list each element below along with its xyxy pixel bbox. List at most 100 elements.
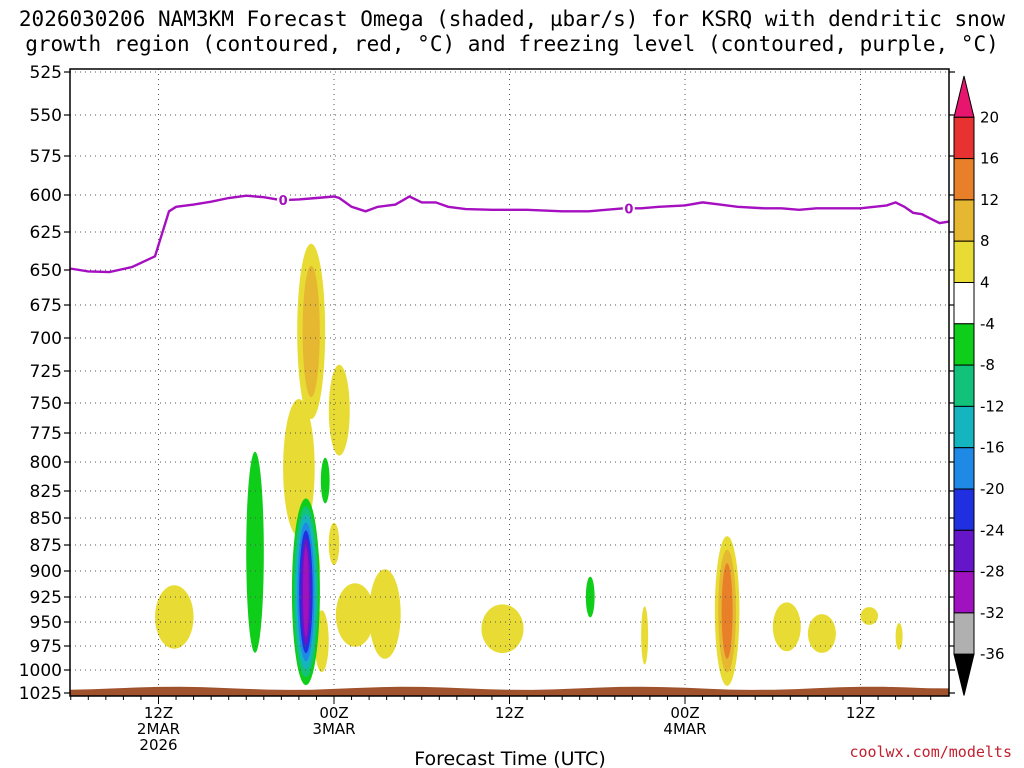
x-tick-label: 12Z: [144, 704, 173, 722]
freezing-level-label: 0: [279, 194, 288, 209]
x-tick-label: 4MAR: [663, 720, 706, 738]
omega-contour-4: [772, 602, 801, 652]
omega-contour-4: [860, 607, 879, 625]
y-tick-label: 575: [30, 147, 62, 167]
colorbar-segment: [953, 529, 975, 573]
omega-feature-up: [328, 522, 340, 566]
omega-contour-4: [328, 364, 350, 456]
colorbar-label: -4: [980, 315, 995, 333]
colorbar-segment: [953, 364, 975, 407]
y-tick-label: 975: [30, 637, 62, 657]
y-tick-label: 550: [30, 106, 62, 126]
y-tick-label: 675: [30, 296, 62, 316]
colorbar-segment: [953, 75, 975, 118]
y-tick-label: 1000: [19, 661, 62, 681]
x-tick-label: 12Z: [495, 704, 524, 722]
y-tick-label: 925: [30, 588, 62, 608]
colorbar-label: 20: [980, 108, 999, 126]
omega-feature-up: [481, 604, 524, 654]
omega-feature-up: [641, 606, 649, 665]
colorbar-segment: [953, 199, 975, 242]
omega-feature-down: [320, 457, 330, 504]
colorbar-segment: [953, 158, 975, 201]
colorbar-segment: [953, 116, 975, 160]
omega-shading-layer: [154, 243, 903, 686]
freezing-level-label-bg: [622, 200, 635, 217]
omega-feature-up: [328, 364, 350, 456]
y-tick-label: 1025: [19, 684, 62, 704]
colorbar-label: -12: [980, 397, 1005, 415]
colorbar-label: -16: [980, 439, 1005, 457]
y-tick-label: 625: [30, 223, 62, 243]
x-axis-label: Forecast Time (UTC): [414, 748, 605, 768]
colorbar-label: -36: [980, 645, 1005, 663]
chart-title-line-2: growth region (contoured, red, °C) and f…: [25, 32, 999, 56]
plot-frame: [69, 68, 950, 697]
omega-contour-4: [369, 569, 401, 659]
colorbar-label: -20: [980, 480, 1005, 498]
colorbar-segment: [953, 571, 975, 614]
omega-feature-up: [807, 614, 836, 653]
omega-feature-up: [369, 569, 401, 659]
terrain-surface: [70, 686, 949, 696]
colorbar-label: -8: [980, 356, 995, 374]
omega-contour-4: [328, 522, 340, 566]
colorbar-label: -32: [980, 604, 1005, 622]
y-tick-label: 800: [30, 453, 62, 473]
colorbar: 20 16 12 8 4 -4 -8 -12 -16 -20 -24 -28 -32 -36: [953, 75, 1005, 696]
omega-contour-4: [481, 604, 524, 654]
y-axis: 525 550 575 600 625 650 675 700 725 750 775 800 825 8…: [19, 63, 955, 704]
colorbar-segment: [953, 282, 975, 325]
x-tick-label: 2MAR: [137, 720, 180, 738]
omega-contour-4: [895, 623, 903, 650]
omega-contour-4: [154, 585, 194, 649]
y-tick-label: 725: [30, 362, 62, 382]
y-tick-label: 750: [30, 394, 62, 414]
y-tick-label: 525: [30, 63, 62, 83]
colorbar-segment: [953, 240, 975, 283]
colorbar-segment: [953, 323, 975, 366]
omega-feature-up: [860, 607, 879, 625]
omega-feature-down: [291, 498, 320, 686]
y-tick-label: 700: [30, 329, 62, 349]
omega-contour-8: [302, 265, 320, 398]
colorbar-segment: [953, 447, 975, 490]
y-tick-label: 825: [30, 482, 62, 502]
omega-contour-4: [807, 614, 836, 653]
omega-feature-down: [246, 451, 264, 653]
colorbar-segment: [953, 488, 975, 531]
grid-layer: [70, 69, 949, 696]
credit-text: coolwx.com/modelts: [849, 743, 1012, 761]
y-tick-label: 875: [30, 536, 62, 556]
y-tick-label: 650: [30, 261, 62, 281]
omega-feature-up: [335, 583, 375, 647]
colorbar-segment: [953, 612, 975, 655]
y-tick-label: 900: [30, 562, 62, 582]
chart-title-line-1: 2026030206 NAM3KM Forecast Omega (shaded…: [19, 7, 1006, 31]
colorbar-label: 16: [980, 150, 999, 168]
colorbar-label: 12: [980, 191, 999, 209]
omega-feature-up: [772, 602, 801, 652]
omega-contour-4: [641, 606, 649, 665]
colorbar-label: -28: [980, 563, 1005, 581]
colorbar-label: 4: [980, 274, 990, 292]
x-tick-label: 3MAR: [312, 720, 355, 738]
omega-feature-up: [714, 536, 740, 686]
freezing-level-line: [69, 194, 950, 274]
y-tick-label: 950: [30, 613, 62, 633]
freezing-level-label-bg: [277, 192, 290, 209]
y-tick-label: 850: [30, 509, 62, 529]
colorbar-label: -24: [980, 521, 1005, 539]
y-tick-label: 775: [30, 424, 62, 444]
colorbar-label: 8: [980, 232, 990, 250]
omega-contour-4: [335, 583, 375, 647]
omega-contour-m8: [320, 457, 330, 504]
omega-contour-m32: [302, 546, 309, 638]
terrain-layer: [70, 686, 949, 696]
freezing-level-label: 0: [624, 202, 633, 217]
colorbar-segment: [953, 653, 975, 696]
x-tick-label: 12Z: [846, 704, 875, 722]
omega-feature-up: [895, 623, 903, 650]
